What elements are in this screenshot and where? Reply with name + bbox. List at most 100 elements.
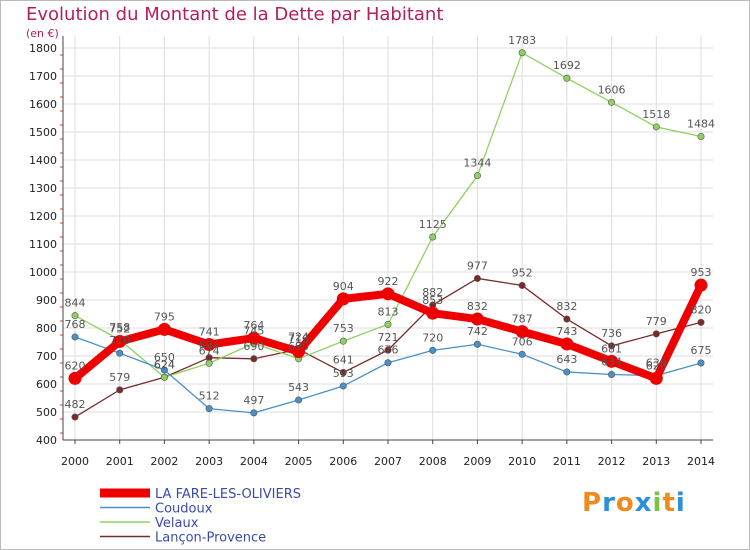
proxiti-logo: Proxiti: [582, 488, 686, 518]
y-tick-label: 500: [36, 406, 57, 419]
legend-label: Velaux: [155, 516, 199, 531]
data-label: 482: [65, 398, 86, 411]
data-label: 624: [154, 358, 175, 371]
data-label: 643: [556, 353, 577, 366]
data-point: [652, 330, 660, 338]
data-point: [515, 325, 529, 339]
unit-label: (en €): [26, 27, 59, 40]
data-label: 736: [601, 327, 622, 340]
data-label: 844: [65, 297, 86, 310]
data-label: 795: [154, 310, 175, 323]
data-label: 694: [199, 339, 220, 352]
data-label: 752: [109, 322, 130, 335]
x-tick-label: 2014: [687, 455, 715, 468]
data-label: 820: [691, 303, 712, 316]
data-label: 724: [288, 330, 309, 343]
data-label: 579: [109, 371, 130, 384]
data-point: [116, 349, 124, 357]
data-label: 952: [512, 266, 533, 279]
data-label: 593: [333, 367, 354, 380]
y-tick-label: 1800: [29, 42, 57, 55]
data-label: 497: [243, 394, 264, 407]
data-point: [560, 337, 574, 351]
data-point: [697, 359, 705, 367]
x-tick-label: 2000: [61, 455, 89, 468]
data-label: 716: [288, 333, 309, 346]
data-point: [384, 346, 392, 354]
data-label: 904: [333, 280, 354, 293]
data-label: 1518: [642, 108, 670, 121]
y-tick-label: 1200: [29, 210, 57, 223]
data-point: [157, 322, 171, 336]
data-label: 674: [199, 344, 220, 357]
data-label: 882: [422, 286, 443, 299]
data-point: [250, 355, 258, 363]
y-tick-label: 1400: [29, 154, 57, 167]
data-point: [202, 338, 216, 352]
y-tick-label: 1000: [29, 266, 57, 279]
x-tick-label: 2013: [642, 455, 670, 468]
data-point: [473, 340, 481, 348]
data-point: [518, 350, 526, 358]
data-point: [339, 382, 347, 390]
logo-letter: x: [634, 488, 653, 518]
data-point: [429, 346, 437, 354]
axes: 400 500 600 700 800 900 1000 1100 1200 1300 1400 15…: [29, 36, 715, 468]
data-point: [563, 315, 571, 323]
data-label: 641: [333, 354, 354, 367]
data-point: [160, 373, 168, 381]
data-label: 745: [243, 324, 264, 337]
series-group: [68, 49, 708, 421]
data-point: [429, 233, 437, 241]
data-label: 675: [691, 344, 712, 357]
data-label: 1344: [463, 157, 491, 170]
data-point: [608, 370, 616, 378]
legend-label: Coudoux: [155, 502, 213, 517]
data-label: 681: [601, 342, 622, 355]
data-label: 779: [646, 315, 667, 328]
data-point: [205, 405, 213, 413]
data-label: 543: [288, 381, 309, 394]
data-point: [247, 331, 261, 345]
data-label: 813: [378, 305, 399, 318]
y-tick-label: 900: [36, 294, 57, 307]
y-tick-label: 1100: [29, 238, 57, 251]
data-label: 620: [646, 359, 667, 372]
logo-letter: P: [582, 488, 603, 518]
y-tick-label: 1500: [29, 126, 57, 139]
x-tick-label: 2010: [508, 455, 536, 468]
data-point: [649, 371, 663, 385]
data-point: [384, 320, 392, 328]
data-label: 832: [467, 300, 488, 313]
data-point: [608, 98, 616, 106]
data-label: 512: [199, 390, 220, 403]
data-label: 1783: [508, 34, 536, 47]
data-label: 624: [154, 358, 175, 371]
data-label: 753: [333, 322, 354, 335]
data-point: [339, 369, 347, 377]
chart-title: Evolution du Montant de la Dette par Hab…: [26, 4, 444, 25]
data-point: [381, 287, 395, 301]
data-point: [68, 371, 82, 385]
data-label: 853: [422, 294, 443, 307]
data-point: [652, 123, 660, 131]
data-label: 977: [467, 259, 488, 272]
data-point: [292, 345, 306, 359]
data-point: [518, 281, 526, 289]
data-point: [518, 49, 526, 57]
logo-letter: o: [615, 488, 635, 518]
data-point: [71, 333, 79, 341]
data-label: 710: [109, 334, 130, 347]
x-tick-label: 2002: [150, 455, 178, 468]
y-tick-label: 1300: [29, 182, 57, 195]
y-tick-label: 600: [36, 378, 57, 391]
data-label: 1125: [419, 218, 447, 231]
data-label: 768: [65, 318, 86, 331]
logo-letter: t: [662, 488, 676, 518]
data-label: 741: [199, 326, 220, 339]
y-tick-label: 700: [36, 350, 57, 363]
data-point: [563, 74, 571, 82]
data-point: [426, 306, 440, 320]
data-label: 690: [243, 340, 264, 353]
data-point: [71, 312, 79, 320]
